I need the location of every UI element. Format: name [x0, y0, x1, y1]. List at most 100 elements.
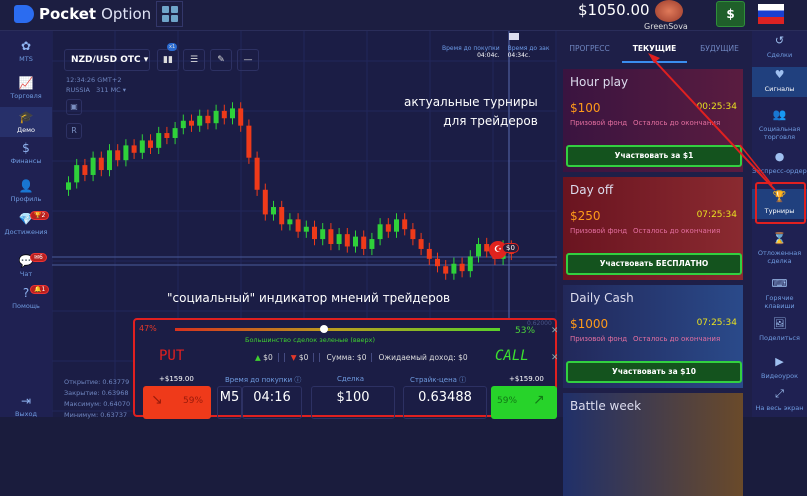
candle	[312, 226, 317, 240]
indicators-button[interactable]: ▮▮ x1	[157, 43, 179, 71]
right-nav-item-3[interactable]: ● Экспресс-ордер	[752, 149, 807, 179]
right-nav-icon: ♥	[774, 68, 785, 81]
join-tournament-button[interactable]: Участвовать за $10	[566, 361, 742, 383]
right-nav-label: Поделиться	[759, 334, 800, 342]
ohlc-min: Минимум: 0.63737	[64, 411, 128, 419]
timers: Время до покупки 04:04с. Время до зак 04:34…	[442, 45, 550, 59]
right-nav-item-4[interactable]: 🏆 Турниры	[752, 189, 807, 219]
tournament-title: Daily Cash	[570, 291, 634, 305]
buy-time-label: Время до покупки	[442, 45, 500, 52]
ohlc-max: Максимум: 0.64070	[64, 400, 131, 408]
sidebar-item-2[interactable]: 🎓 Демо	[0, 107, 52, 137]
tournament-card[interactable]: Day off $250 07:25:34 Призовой фонд Остал…	[563, 177, 743, 280]
candle	[66, 182, 71, 190]
close-icon[interactable]: ✕	[551, 326, 559, 336]
right-nav-label: Отложенная сделка	[757, 249, 802, 265]
put-button[interactable]: ↘ 59%	[143, 386, 211, 419]
sidebar-item-3[interactable]: $ Финансы	[0, 138, 52, 168]
right-nav-icon: ●	[774, 150, 785, 163]
annotation-arrows	[648, 53, 776, 191]
close-icon[interactable]: ✕	[551, 353, 559, 363]
left-sidebar: ✿ MTS 📈 Торговля 🎓 Демо $ Финансы 👤 Профиль 💎 Дости…	[0, 31, 52, 418]
sidebar-item-8[interactable]: ⇥ Выход	[0, 391, 52, 421]
candle	[385, 224, 391, 232]
user-icon: 👤	[18, 179, 34, 193]
arrow-to-tab	[651, 57, 776, 191]
candle	[279, 207, 285, 225]
apps-grid-button[interactable]	[156, 1, 183, 27]
right-nav-label: Горячие клавиши	[764, 294, 795, 310]
username[interactable]: GreenSova	[644, 22, 688, 31]
right-nav-item-8[interactable]: ▶ Видеоурок	[752, 354, 807, 384]
tab-2[interactable]: БУДУЩИЕ	[700, 44, 739, 53]
annotation-tournaments: актуальные турниры для трейдеров	[404, 93, 538, 131]
avatar[interactable]	[655, 0, 683, 22]
prize: $250	[570, 209, 601, 223]
candle	[148, 140, 153, 148]
annotation-line1: актуальные турниры	[404, 95, 538, 109]
trade-panel: 0.62000 47% 53% Большинство сделок зелен…	[133, 318, 559, 419]
call-payout: +$159.00	[509, 375, 544, 383]
call-button[interactable]: 59% ↗	[491, 386, 557, 419]
right-nav-item-2[interactable]: 👥 Социальная торговля	[752, 107, 807, 145]
right-nav-item-1[interactable]: ♥ Сигналы	[752, 67, 807, 97]
top-bar: Pocket Option $1050.00 GreenSova $	[0, 0, 807, 31]
candle	[426, 248, 432, 259]
tournament-card[interactable]: Daily Cash $1000 07:25:34 Призовой фонд О…	[563, 285, 743, 388]
join-tournament-button[interactable]: Участвовать БЕСПЛАТНО	[566, 253, 742, 275]
right-nav-icon: ▶	[775, 355, 784, 368]
language-flag-icon[interactable]	[758, 4, 784, 24]
right-nav-item-5[interactable]: ⌛ Отложенная сделка	[752, 231, 807, 269]
sidebar-item-0[interactable]: ✿ MTS	[0, 36, 52, 66]
sidebar-item-4[interactable]: 👤 Профиль	[0, 176, 52, 206]
sidebar-item-label: Чат	[19, 270, 33, 278]
candle	[459, 263, 465, 272]
dollar-icon: $	[22, 141, 30, 155]
prize-label: Призовой фонд	[570, 227, 628, 235]
right-nav-icon: ⌨	[771, 277, 788, 290]
candle	[484, 244, 490, 252]
settings-sliders-icon[interactable]: ☰	[183, 49, 205, 71]
tournament-card[interactable]: Hour play $100 00:25:34 Призовой фонд Ост…	[563, 69, 743, 172]
candle	[476, 244, 481, 257]
sidebar-item-5[interactable]: 💎 Достижения 🏆2	[0, 209, 52, 239]
candle	[221, 110, 227, 119]
sidebar-item-1[interactable]: 📈 Торговля	[0, 73, 52, 103]
sentiment-message: Большинство сделок зеленые (вверх)	[245, 336, 376, 344]
asset-selector[interactable]: NZD/USD OTC ▾	[64, 49, 150, 71]
right-nav-item-7[interactable]: 🖼 Поделиться	[752, 316, 807, 346]
right-nav-icon: 🏆	[772, 190, 787, 203]
join-tournament-button[interactable]: Участвовать за $1	[566, 145, 742, 167]
line-tool-icon[interactable]: —	[237, 49, 259, 71]
sidebar-item-7[interactable]: ? Помощь 🔔1	[0, 283, 52, 313]
gift-icon[interactable]: ▣	[66, 99, 82, 115]
right-nav-item-9[interactable]: ⤢ На весь экран	[752, 386, 807, 416]
chat-icon: 💬	[18, 254, 34, 268]
call-payout-percent: 59%	[497, 396, 518, 406]
right-nav-item-6[interactable]: ⌨ Горячие клавиши	[752, 276, 807, 314]
sidebar-item-6[interactable]: 💬 Чат ✉6	[0, 251, 52, 281]
candle	[443, 266, 449, 274]
arrow-up-right-icon: ↗	[533, 392, 545, 408]
logo[interactable]: Pocket Option	[14, 5, 151, 23]
annotation-put: PUT	[159, 348, 185, 364]
candle	[131, 145, 137, 153]
annotation-call: CALL	[495, 348, 529, 364]
r-button[interactable]: R	[66, 123, 82, 139]
arrow-down-right-icon: ↘	[151, 392, 163, 408]
candle	[418, 239, 424, 249]
candle	[344, 234, 350, 247]
right-nav-icon: ⌛	[772, 232, 787, 245]
indicator-badge: x1	[167, 43, 178, 51]
draw-brush-icon[interactable]: ✎	[210, 49, 232, 71]
amount-label: Сделка	[337, 375, 365, 383]
balance[interactable]: $1050.00	[578, 1, 650, 19]
right-nav-icon: 👥	[772, 108, 787, 121]
tab-0[interactable]: ПРОГРЕСС	[569, 44, 610, 53]
deposit-button[interactable]: $	[716, 1, 745, 27]
sidebar-item-label: MTS	[19, 55, 33, 63]
notification-badge: 🔔1	[30, 285, 50, 294]
right-nav-item-0[interactable]: ↺ Сделки	[752, 33, 807, 63]
down-sum: $0	[298, 353, 315, 362]
time-info: 12:34:26 GMT+2 RUSSIA 311 MC ▾	[66, 75, 126, 95]
